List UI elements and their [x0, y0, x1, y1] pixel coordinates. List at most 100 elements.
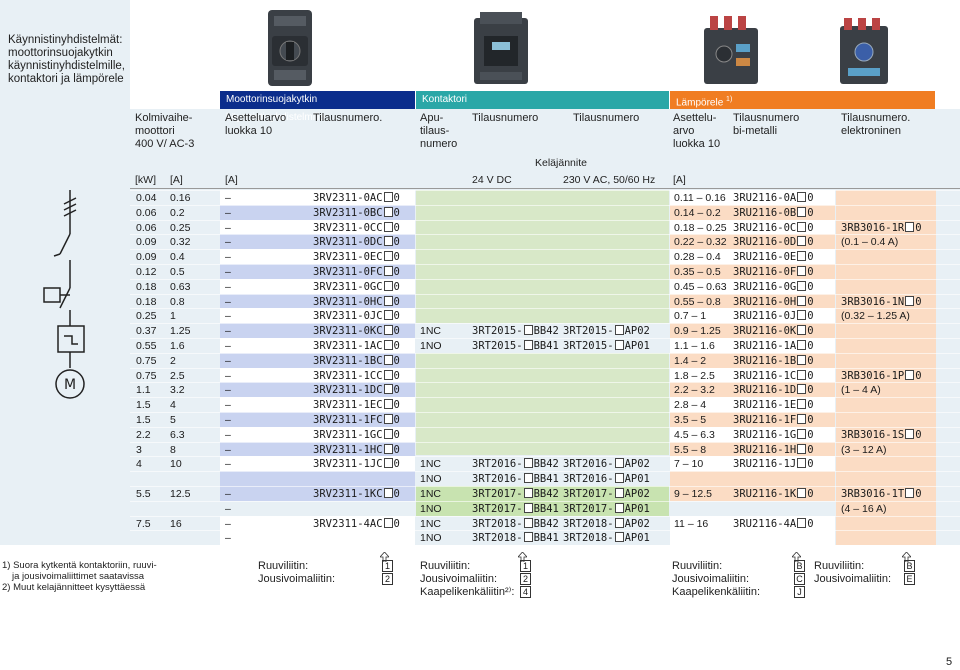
- cell-dash: –: [225, 458, 231, 471]
- mpcb-order-suffix: 0: [393, 251, 400, 264]
- relay-order-code: 3RU2116-0E: [733, 251, 797, 264]
- header-mpcb: Moottorinsuojakytkin käynnistinyhdistelm…: [220, 91, 415, 123]
- terminal-label: Kaapelikenkäliitin²⁾:: [420, 586, 515, 598]
- relay-order-suffix: 0: [807, 192, 814, 204]
- terminal-code: 2: [382, 573, 393, 585]
- variant-placeholder-box: [905, 428, 915, 439]
- cell-relay-range: 0.11 – 0.16: [674, 192, 726, 204]
- cell-kw: 0.09: [136, 251, 157, 264]
- variant-placeholder-box: [523, 325, 533, 336]
- electronic-order-suffix: 0: [915, 221, 922, 234]
- terminal-code: J: [794, 586, 805, 598]
- mpcb-row-bg: [220, 278, 415, 294]
- cell-mpcb-order: 3RV2311-1GC 0: [313, 428, 400, 441]
- relay-order-code: 3RU2116-1G: [733, 428, 797, 441]
- variant-placeholder-box: [905, 221, 915, 232]
- variant-placeholder-box: [523, 517, 533, 528]
- cell-mpcb-order: 3RV2311-0JC 0: [313, 310, 400, 322]
- contactor-dc-suffix: BB42: [533, 458, 559, 471]
- cell-contactor-ac: 3RT2015- AP01: [563, 340, 650, 352]
- cell-relay-range: 2.2 – 3.2: [674, 384, 715, 397]
- cell-relay-order: 3RU2116-1E 0: [733, 399, 814, 411]
- terminal-code: 2: [520, 573, 531, 585]
- up-arrow-icon: [901, 549, 912, 563]
- mpcb-row-bg: [220, 426, 415, 442]
- relay-row-bg: [670, 190, 835, 205]
- relay-row-bg: [670, 397, 835, 412]
- cell-contactor-dc: 3RT2015- BB41: [472, 340, 559, 352]
- mpcb-order-suffix: 0: [393, 443, 400, 456]
- col-header-aux: Apu- tilaus- numero: [420, 112, 458, 150]
- mpcb-order-code: 3RV2311-1DC: [313, 384, 383, 397]
- cell-relay-range: 4.5 – 6.3: [674, 428, 715, 441]
- cell-relay-range: 0.18 – 0.25: [674, 221, 727, 234]
- electronic-order-suffix: 0: [915, 295, 922, 308]
- row-divider: [130, 486, 960, 487]
- variant-placeholder-box: [523, 502, 533, 513]
- cell-contactor-dc: 3RT2017- BB41: [472, 502, 559, 515]
- cell-relay-order: 3RU2116-0J 0: [733, 310, 814, 322]
- relay-order-suffix: 0: [807, 399, 814, 412]
- relay-order-suffix: 0: [807, 310, 814, 323]
- relay-row-bg: [670, 234, 835, 250]
- variant-placeholder-box: [797, 354, 807, 365]
- cell-relay-range: 0.28 – 0.4: [674, 251, 721, 264]
- cell-mpcb-order: 3RV2311-0GC 0: [313, 280, 400, 293]
- mpcb-order-code: 3RV2311-0CC: [313, 221, 383, 234]
- mpcb-order-suffix: 0: [393, 310, 400, 323]
- relay-order-code: 3RU2116-1F: [733, 414, 797, 426]
- mpcb-order-code: 3RV2311-0KC: [313, 325, 383, 338]
- relay-order-code: 3RU2116-1H: [733, 443, 797, 456]
- variant-placeholder-box: [383, 488, 393, 498]
- mpcb-order-suffix: 0: [393, 340, 400, 352]
- variant-placeholder-box: [383, 325, 393, 336]
- footnote-2: 2) Muut kelajännitteet kysyttäessä: [2, 582, 146, 593]
- cell-dash: –: [225, 488, 231, 500]
- cell-relay-order: 3RU2116-0A 0: [733, 192, 814, 204]
- header-contactor: Kontaktori: [416, 91, 669, 109]
- relay-order-code: 3RU2116-1D: [733, 384, 797, 397]
- row-divider: [130, 412, 960, 413]
- contactor-ac-code: 3RT2018-: [563, 517, 614, 530]
- electronic-block: [836, 190, 936, 545]
- mpcb-row-bg: [220, 308, 415, 324]
- row-divider: [130, 367, 960, 369]
- cell-dash: –: [225, 280, 231, 293]
- variant-placeholder-box: [614, 517, 624, 528]
- relay-row-bg: [670, 308, 835, 324]
- row-divider: [130, 264, 960, 265]
- mpcb-order-suffix: 0: [393, 236, 400, 249]
- cell-electronic-range: (4 – 16 A): [841, 502, 887, 515]
- mpcb-row-bg: [220, 412, 415, 427]
- relay-order-suffix: 0: [807, 384, 814, 397]
- cell-dash: –: [225, 221, 231, 234]
- terminal-label: Kaapelikenkäliitin:: [672, 586, 761, 598]
- relay-row-bg: [670, 219, 835, 235]
- variant-placeholder-box: [614, 532, 624, 543]
- footnote-1: 1) Suora kytkentä kontaktoriin, ruuvi-: [2, 560, 157, 571]
- mpcb-order-code: 3RV2311-1JC: [313, 458, 383, 471]
- cell-dash: –: [225, 340, 231, 352]
- cell-relay-range: 0.9 – 1.25: [674, 325, 721, 338]
- row-divider: [130, 308, 960, 310]
- mpcb-order-code: 3RV2311-1FC: [313, 414, 383, 426]
- relay-order-suffix: 0: [807, 206, 814, 219]
- row-divider: [130, 204, 960, 206]
- col-header-motor: Kolmivaihe- moottori 400 V/ AC-3: [135, 112, 195, 150]
- mpcb-row-bg: [220, 234, 415, 250]
- mpcb-row-bg: [220, 190, 415, 205]
- row-divider: [130, 249, 960, 251]
- variant-placeholder-box: [383, 280, 393, 291]
- row-divider: [130, 219, 960, 221]
- up-arrow-icon: [791, 549, 802, 563]
- variant-placeholder-box: [905, 369, 915, 380]
- mpcb-order-suffix: 0: [393, 221, 400, 234]
- cell-contactor-ac: 3RT2018- AP01: [563, 532, 650, 544]
- cell-mpcb-order: 3RV2311-0CC 0: [313, 221, 400, 234]
- cell-electronic-order: 3RB3016-1P 0: [841, 369, 922, 382]
- terminal-label: Ruuviliitin:: [814, 560, 865, 572]
- cell-contactor-ac: 3RT2017- AP01: [563, 502, 650, 515]
- relay-order-code: 3RU2116-0F: [733, 266, 797, 278]
- cell-aux: 1NO: [420, 532, 442, 545]
- contactor-dc-suffix: BB41: [533, 473, 559, 486]
